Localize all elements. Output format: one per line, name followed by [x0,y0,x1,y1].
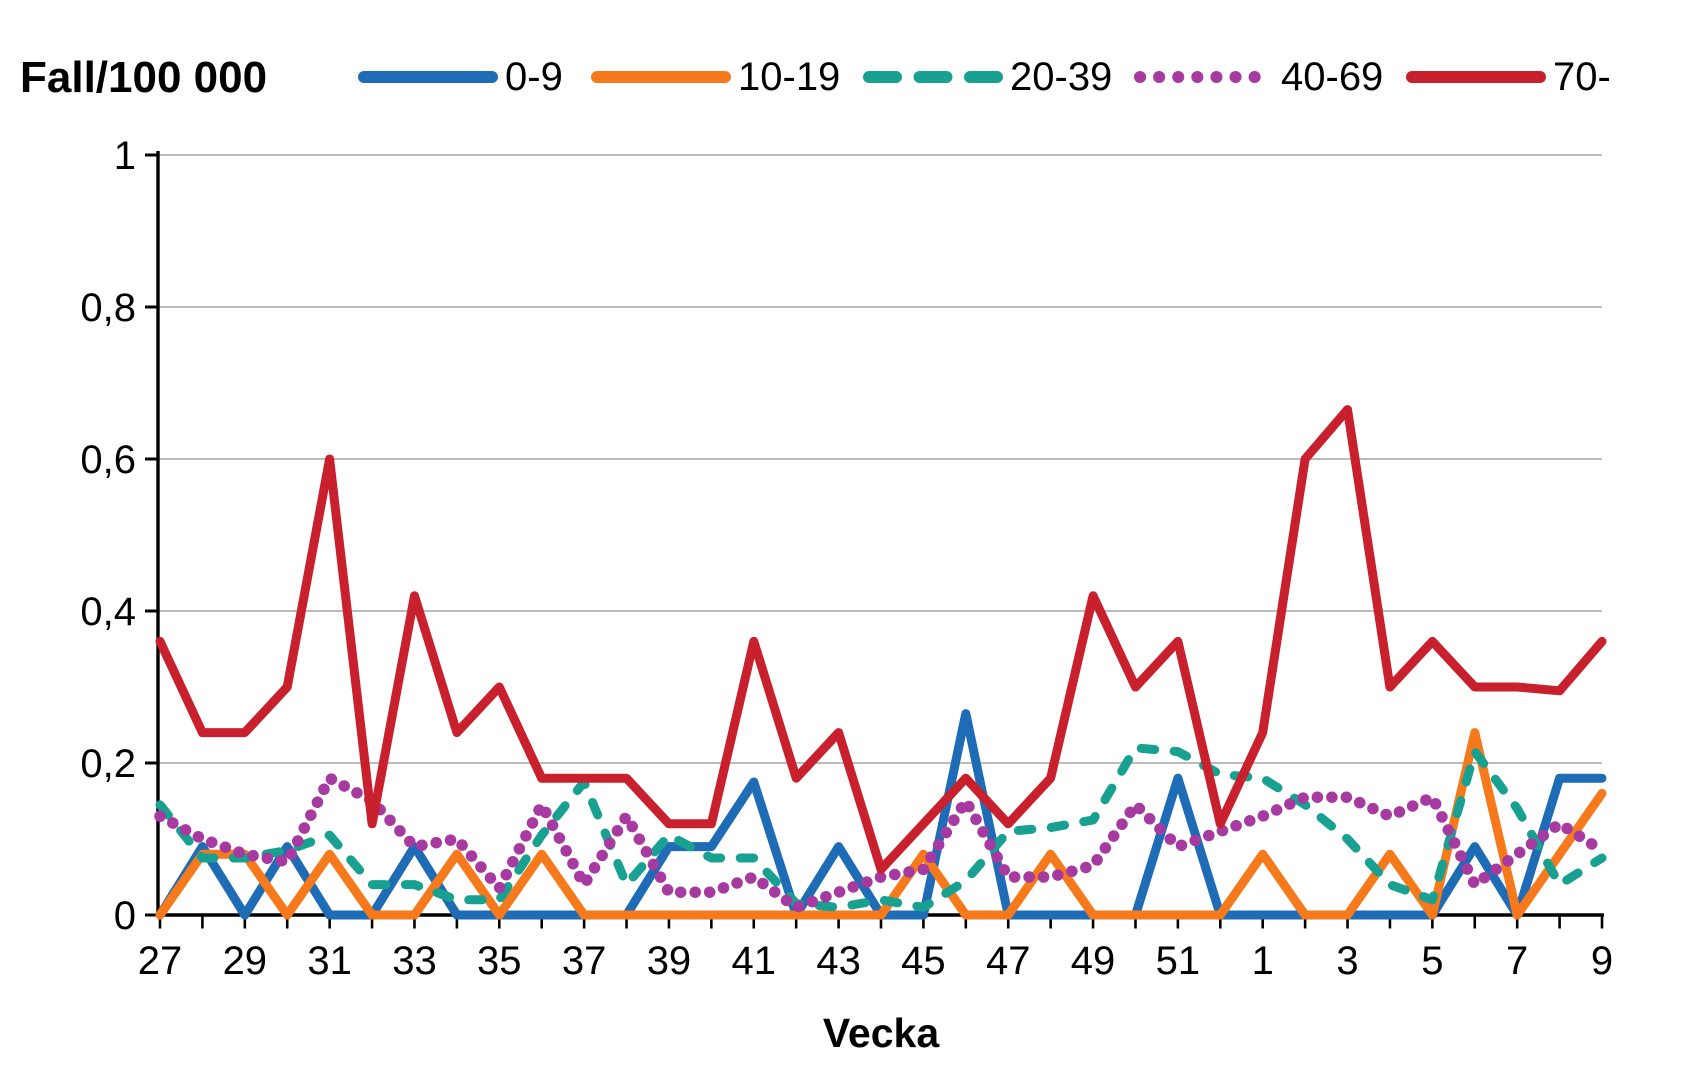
legend-label-0-9: 0-9 [505,55,563,99]
legend-label-40-69: 40-69 [1281,55,1383,99]
legend-label-20-39: 20-39 [1010,55,1112,99]
y-tick-label: 1 [114,134,136,178]
legend-label-70-: 70- [1553,55,1611,99]
x-tick-label: 35 [477,939,522,983]
y-tick-label: 0,2 [80,742,136,786]
x-tick-label: 43 [816,939,861,983]
x-tick-label: 7 [1506,939,1528,983]
series-line-10-19 [155,728,1607,920]
x-tick-label: 39 [647,939,692,983]
y-tick-label: 0,4 [80,590,136,634]
x-tick-label: 1 [1252,939,1274,983]
x-tick-label: 29 [223,939,268,983]
x-tick-label: 45 [901,939,946,983]
x-tick-label: 3 [1336,939,1358,983]
x-tick-label: 51 [1156,939,1201,983]
series-lines [154,405,1608,920]
x-axis-title: Vecka [823,1010,940,1056]
y-tick-label: 0,6 [80,438,136,482]
x-tick-label: 47 [986,939,1031,983]
x-tick-label: 31 [307,939,352,983]
y-tick-label: 0 [114,894,136,938]
series-line-70- [155,405,1607,874]
y-tick-label: 0,8 [80,286,136,330]
legend: 0-9 10-19 20-39 40-69 70- [358,55,1611,99]
x-tick-label: 5 [1421,939,1443,983]
x-tick-label: 9 [1591,939,1613,983]
x-tick-label: 33 [392,939,437,983]
x-tick-label: 37 [562,939,607,983]
x-tick-label: 49 [1071,939,1116,983]
x-tick-label: 41 [732,939,777,983]
x-tick-label: 27 [138,939,183,983]
series-line-20-39 [155,743,1607,912]
legend-label-10-19: 10-19 [738,55,840,99]
gridlines [158,154,1602,764]
chart-title: Fall/100 000 [20,53,267,102]
series-line-40-69 [154,772,1608,914]
